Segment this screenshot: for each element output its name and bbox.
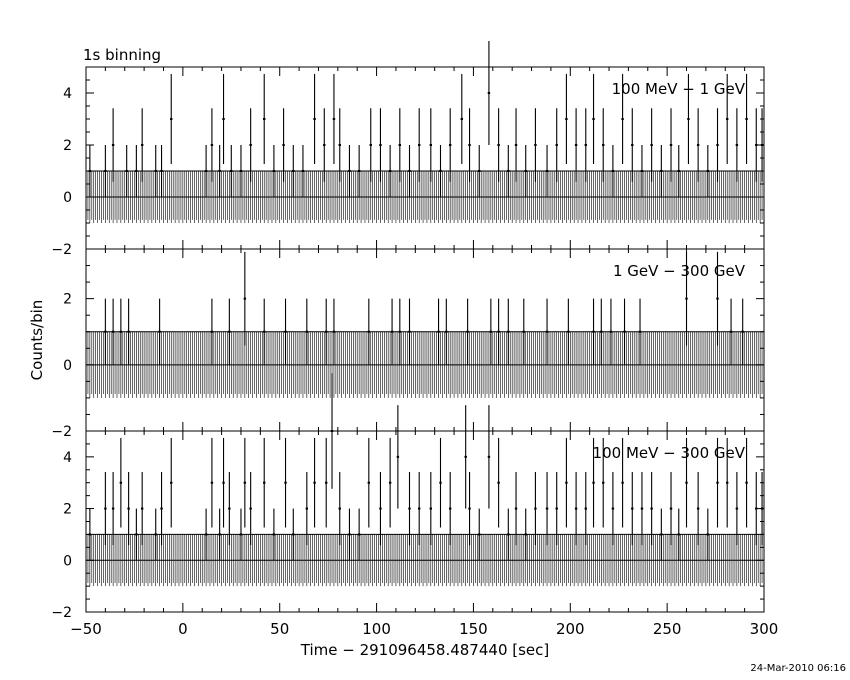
- x-tick-label: 50: [270, 620, 289, 638]
- energy-range-label: 100 MeV − 300 GeV: [593, 444, 746, 462]
- panel-2: −2 0 2 1 GeV − 300 GeV: [51, 248, 765, 440]
- y-tick-label: 0: [63, 358, 72, 374]
- energy-range-label: 1 GeV − 300 GeV: [613, 262, 746, 280]
- panel-1: −2 0 2 4 100 MeV − 1 GeV: [51, 41, 765, 258]
- x-tick-label: −50: [70, 620, 102, 638]
- y-tick-label: 4: [63, 86, 72, 102]
- y-tick-label: −2: [51, 424, 72, 440]
- x-tick-label: 200: [556, 620, 585, 638]
- y-axis-title: Counts/bin: [28, 300, 46, 381]
- x-tick-label: 0: [178, 620, 188, 638]
- y-tick-label: 0: [63, 553, 72, 569]
- x-tick-label: 250: [653, 620, 682, 638]
- y-tick-label: 4: [63, 450, 72, 466]
- x-tick-label: 150: [459, 620, 488, 638]
- x-tick-label: 100: [362, 620, 391, 638]
- y-tick-label: 2: [63, 292, 72, 308]
- y-tick-label: 0: [63, 190, 72, 206]
- x-tick-label: 300: [750, 620, 779, 638]
- y-tick-label: −2: [51, 605, 72, 621]
- y-tick-label: 2: [63, 138, 72, 154]
- panel-3: −2 0 2 4 100 MeV − 300 GeV: [51, 373, 765, 621]
- x-axis: −50 0 50 100 150 200 250 300: [70, 620, 778, 638]
- y-tick-label: 2: [63, 502, 72, 518]
- plot-timestamp: 24-Mar-2010 06:16: [750, 663, 846, 674]
- x-axis-title: Time − 291096458.487440 [sec]: [300, 641, 550, 659]
- y-tick-label: −2: [51, 242, 72, 258]
- binning-label: 1s binning: [83, 46, 161, 64]
- energy-range-label: 100 MeV − 1 GeV: [612, 80, 746, 98]
